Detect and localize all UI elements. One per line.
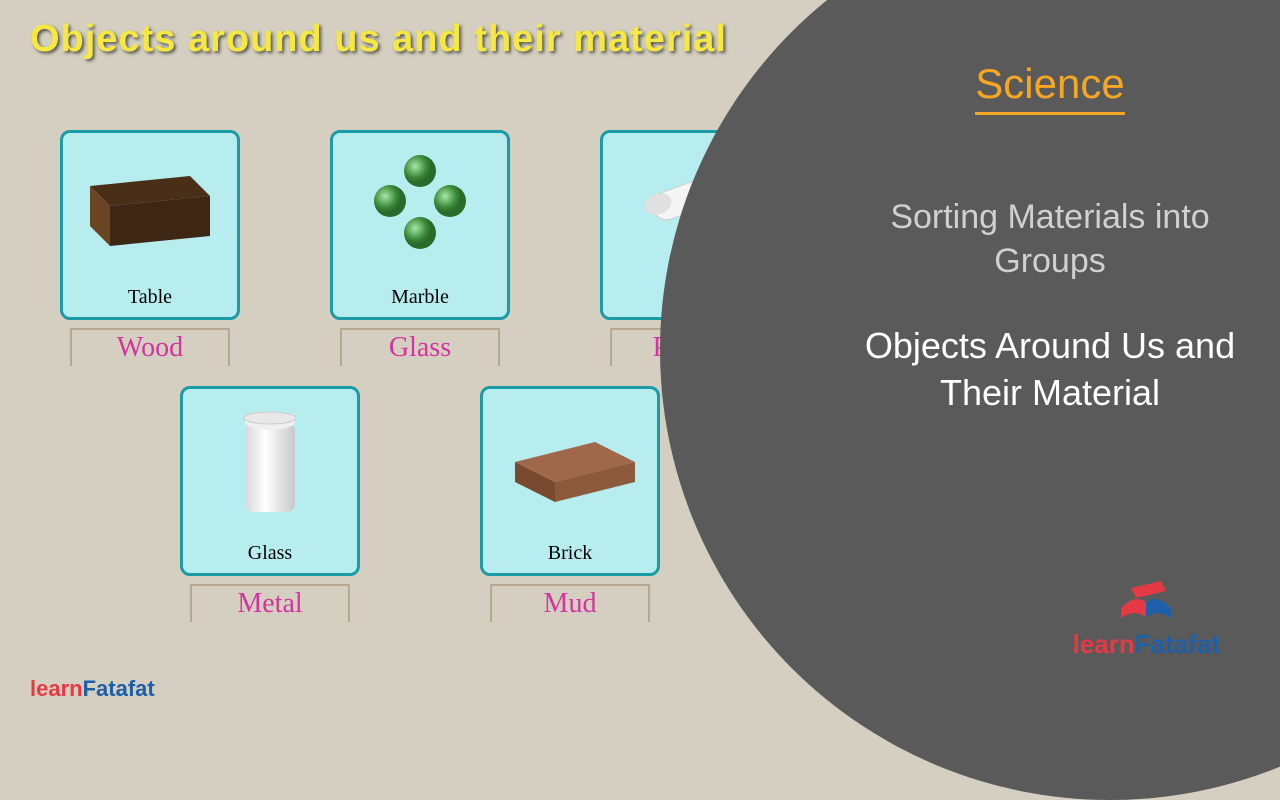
object-label: Glass — [248, 542, 292, 565]
page-title: Objects around us and their material — [30, 18, 727, 61]
object-card: Marble — [330, 130, 510, 320]
chapter-subtitle: Sorting Materials into Groups — [860, 195, 1240, 283]
material-label: Metal — [190, 584, 350, 622]
marble-icon — [333, 133, 507, 278]
logo-part1: learn — [30, 676, 83, 701]
object-card: Brick — [480, 386, 660, 576]
card-item: Marble Glass — [330, 130, 510, 366]
material-label: Glass — [340, 328, 500, 366]
logo-book-icon — [1116, 573, 1176, 623]
logo-part2: Fatafat — [83, 676, 155, 701]
object-label: Table — [128, 286, 172, 309]
topic-title: Objects Around Us and Their Material — [860, 323, 1240, 417]
object-label: Marble — [391, 286, 449, 309]
material-label: Mud — [490, 584, 650, 622]
card-item: Table Wood — [60, 130, 240, 366]
glass-jar-icon — [183, 389, 357, 534]
logo-text: learnFatafat — [1073, 629, 1220, 660]
subject-label: Science — [975, 60, 1124, 115]
object-card: Glass — [180, 386, 360, 576]
logo-part2: Fatafat — [1135, 629, 1220, 659]
object-card: Table — [60, 130, 240, 320]
logo-footer: learnFatafat — [30, 676, 155, 702]
card-item: Brick Mud — [480, 386, 660, 622]
card-item: Glass Metal — [180, 386, 360, 622]
circle-content: Science Sorting Materials into Groups Ob… — [860, 60, 1240, 417]
object-label: Brick — [548, 542, 592, 565]
logo-part1: learn — [1073, 629, 1135, 659]
table-icon — [63, 133, 237, 278]
material-label: Wood — [70, 328, 230, 366]
brick-icon — [483, 389, 657, 534]
logo-panel: learnFatafat — [1073, 573, 1220, 660]
